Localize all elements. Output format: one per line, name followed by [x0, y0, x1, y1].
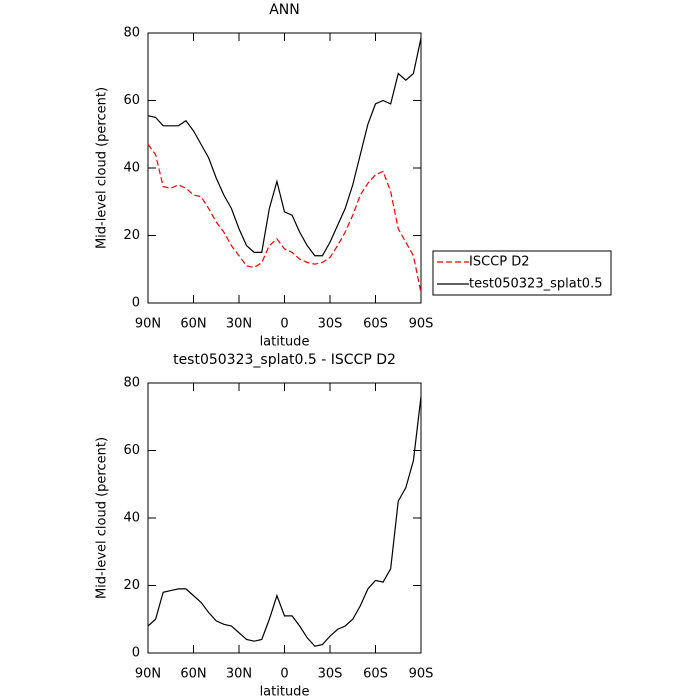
x-tick-label: 60N	[180, 667, 206, 682]
x-tick-label: 30N	[226, 667, 252, 682]
y-tick-label: 60	[123, 93, 140, 108]
y-tick-label: 20	[123, 228, 140, 243]
x-tick-label: 60S	[363, 317, 388, 332]
y-tick-label: 20	[123, 578, 140, 593]
x-tick-label: 0	[280, 317, 288, 332]
y-tick-label: 80	[123, 26, 140, 41]
y-axis-label: Mid-level cloud (percent)	[95, 87, 110, 249]
plot-frame	[147, 382, 422, 654]
plot-frame	[147, 32, 422, 304]
x-tick-label: 30S	[318, 667, 343, 682]
data-line	[147, 144, 422, 294]
y-tick-label: 80	[123, 376, 140, 391]
legend-label: test050323_splat0.5	[469, 277, 602, 292]
data-line	[147, 396, 422, 647]
data-line	[147, 37, 422, 257]
y-tick-label: 0	[132, 296, 140, 311]
x-tick-label: 90N	[135, 667, 161, 682]
x-tick-label: 30S	[318, 317, 343, 332]
y-axis-label: Mid-level cloud (percent)	[95, 437, 110, 599]
y-tick-label: 40	[123, 511, 140, 526]
y-tick-label: 40	[123, 161, 140, 176]
chart-title: ANN	[269, 2, 300, 18]
x-axis-label: latitude	[260, 335, 310, 350]
x-tick-label: 0	[280, 667, 288, 682]
x-tick-label: 90S	[409, 317, 434, 332]
x-tick-label: 60S	[363, 667, 388, 682]
x-tick-label: 30N	[226, 317, 252, 332]
x-tick-label: 90S	[409, 667, 434, 682]
legend-label: ISCCP D2	[469, 255, 530, 270]
x-tick-label: 60N	[180, 317, 206, 332]
x-axis-label: latitude	[260, 685, 310, 700]
y-tick-label: 0	[132, 646, 140, 661]
legend-box	[432, 250, 612, 296]
x-tick-label: 90N	[135, 317, 161, 332]
y-tick-label: 60	[123, 443, 140, 458]
chart-title: test050323_splat0.5 - ISCCP D2	[173, 352, 396, 368]
